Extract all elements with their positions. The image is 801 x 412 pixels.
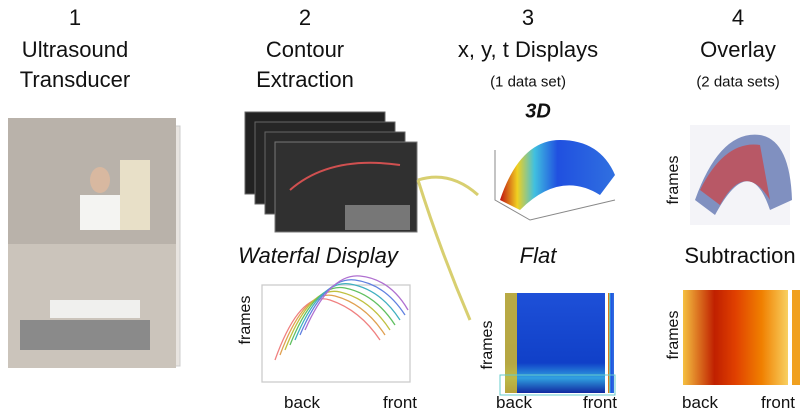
flat-heatmap	[500, 293, 615, 395]
panel-title: Subtraction	[684, 243, 795, 269]
surface-3d	[485, 125, 620, 220]
connector	[418, 177, 478, 195]
y-label: frames	[479, 321, 497, 370]
y-label: frames	[665, 311, 683, 360]
step-number: 1	[69, 5, 81, 31]
figure: 1 Ultrasound Transducer 2 Contour Extrac…	[0, 0, 801, 412]
step-number: 3	[522, 5, 534, 31]
subtraction-heatmap	[683, 290, 800, 385]
step-title: Overlay	[700, 37, 776, 63]
panel-title: Flat	[520, 243, 557, 269]
x-label: front	[761, 393, 795, 412]
step-number: 4	[732, 5, 744, 31]
step-title: Extraction	[256, 67, 354, 93]
connector	[418, 180, 470, 320]
step-title: Ultrasound	[22, 37, 128, 63]
x-label: back	[496, 393, 532, 412]
photos	[8, 118, 180, 368]
x-label: front	[583, 393, 617, 412]
step-title: Transducer	[20, 67, 130, 93]
step-note: (2 data sets)	[696, 74, 779, 91]
contour-frames	[245, 112, 417, 232]
panel-title: Waterfal Display	[238, 243, 398, 269]
waterfall-plot	[262, 276, 410, 382]
step-title: Contour	[266, 37, 344, 63]
x-label: front	[383, 393, 417, 412]
y-label: frames	[665, 156, 683, 205]
step-note: (1 data set)	[490, 74, 566, 91]
y-label: frames	[237, 296, 255, 345]
panel-title: 3D	[525, 101, 551, 124]
step-title: x, y, t Displays	[458, 37, 598, 63]
x-label: back	[682, 393, 718, 412]
x-label: back	[284, 393, 320, 412]
overlay-3d	[690, 125, 792, 225]
step-number: 2	[299, 5, 311, 31]
